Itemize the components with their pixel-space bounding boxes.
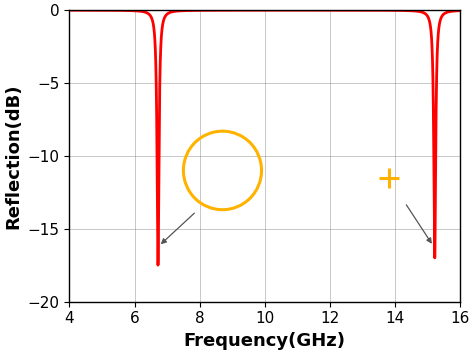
Y-axis label: Reflection(dB): Reflection(dB) <box>4 83 22 229</box>
X-axis label: Frequency(GHz): Frequency(GHz) <box>184 332 346 350</box>
